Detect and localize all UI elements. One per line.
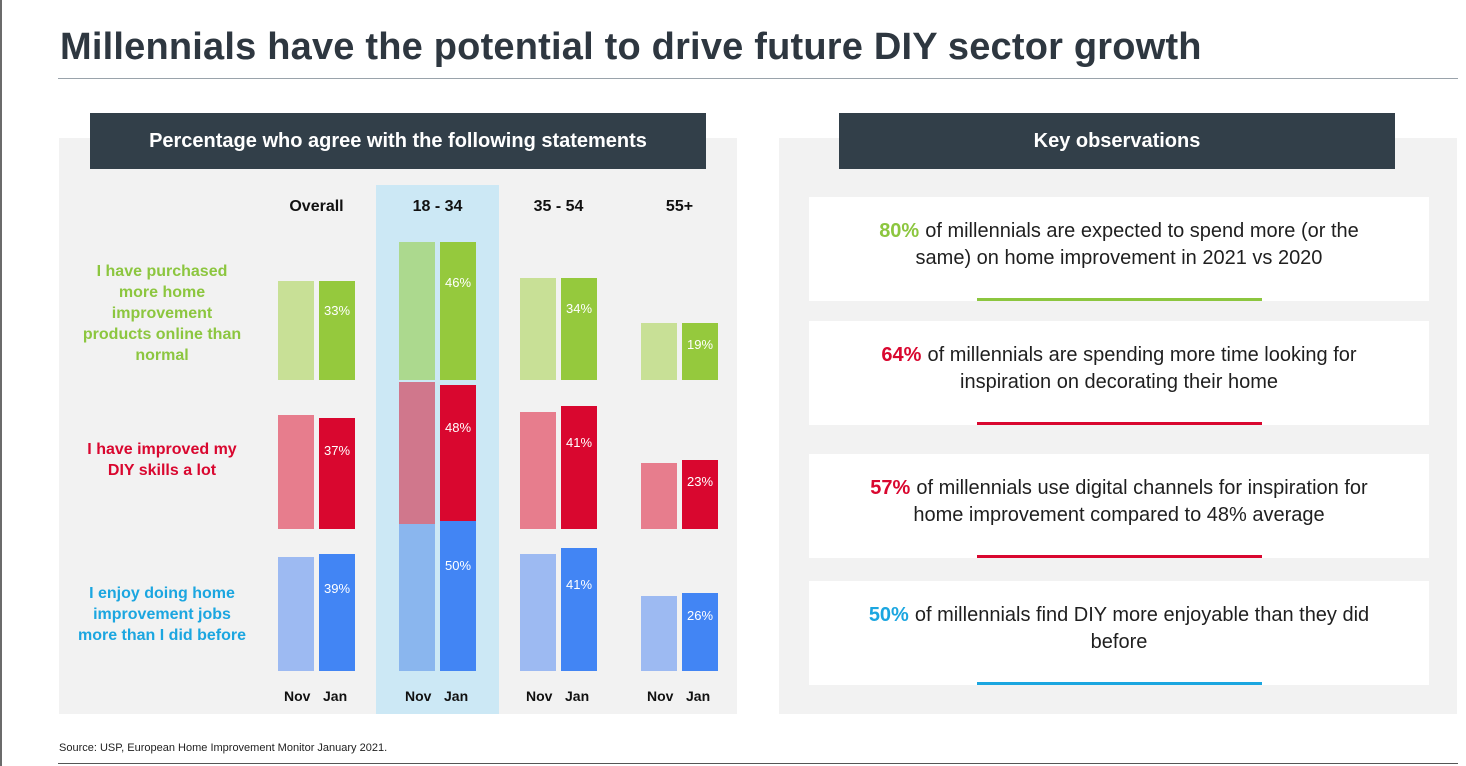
bar-nov <box>278 415 314 529</box>
axis-tick-label: Jan <box>444 688 469 704</box>
bar-jan <box>319 281 355 380</box>
bar-value-label: 41% <box>565 576 593 592</box>
observation-card: 80% of millennials are expected to spend … <box>809 197 1429 301</box>
column-header: 55+ <box>665 198 694 215</box>
observation-accent-line <box>977 682 1262 685</box>
bar-value-label: 19% <box>686 337 714 352</box>
axis-tick-label: Nov <box>526 688 553 704</box>
observation-percent: 80% <box>879 220 920 242</box>
observation-body: of millennials use digital channels for … <box>913 477 1368 526</box>
bar-value-label: 39% <box>323 581 351 597</box>
bar-nov <box>520 278 556 380</box>
bar-value-label: 33% <box>323 302 351 318</box>
axis-tick-label: Jan <box>323 688 348 704</box>
bar-nov <box>641 463 677 529</box>
chart-header: Percentage who agree with the following … <box>90 113 706 169</box>
bar-jan <box>319 554 355 671</box>
axis-tick-label: Nov <box>284 688 311 704</box>
bar-nov <box>278 281 314 380</box>
bar-value-label: 41% <box>565 434 593 450</box>
statement-label: I have improved my DIY skills a lot <box>87 441 237 479</box>
observation-sentence: 64% of millennials are spending more time… <box>849 342 1389 396</box>
statement-label: I have purchased more home improvement p… <box>82 263 242 364</box>
column-header: 18 - 34 <box>412 198 463 215</box>
bar-nov <box>399 382 435 529</box>
bar-jan <box>440 385 476 529</box>
observation-body: of millennials are spending more time lo… <box>927 344 1357 393</box>
axis-tick-label: Jan <box>565 688 590 704</box>
bar-nov <box>399 524 435 671</box>
bar-jan <box>682 593 718 671</box>
bar-value-label: 50% <box>444 558 472 573</box>
bar-nov <box>520 412 556 529</box>
statement-label: I enjoy doing home improvement jobs more… <box>77 585 246 644</box>
axis-tick-label: Nov <box>405 688 432 704</box>
bar-jan <box>682 323 718 380</box>
axis-tick-label: Nov <box>647 688 674 704</box>
bar-nov <box>641 596 677 671</box>
bar-nov <box>520 554 556 671</box>
bar-jan <box>319 418 355 529</box>
bar-value-label: 23% <box>686 474 714 489</box>
bar-jan <box>440 242 476 380</box>
bar-jan <box>682 460 718 529</box>
bar-nov <box>641 323 677 380</box>
observation-text: 50% of millennials find DIY more enjoyabl… <box>849 581 1389 677</box>
observations-header: Key observations <box>839 113 1395 169</box>
bar-value-label: 46% <box>444 275 472 291</box>
bar-value-label: 37% <box>323 443 351 459</box>
observation-text: 64% of millennials are spending more time… <box>849 321 1389 417</box>
bar-nov <box>278 557 314 671</box>
observation-text: 57% of millennials use digital channels f… <box>849 454 1389 550</box>
observation-card: 57% of millennials use digital channels f… <box>809 454 1429 558</box>
source-note: Source: USP, European Home Improvement M… <box>59 742 388 754</box>
bar-value-label: 34% <box>565 300 593 316</box>
observation-accent-line <box>977 555 1262 558</box>
observation-sentence: 80% of millennials are expected to spend … <box>849 218 1389 272</box>
bar-value-label: 26% <box>686 608 714 624</box>
left-edge-line <box>0 0 2 766</box>
title-divider <box>58 78 1458 79</box>
observation-accent-line <box>977 298 1262 301</box>
bar-value-label: 48% <box>444 420 472 436</box>
observation-body: of millennials are expected to spend mor… <box>915 220 1359 269</box>
bar-nov <box>399 242 435 380</box>
observation-accent-line <box>977 422 1262 425</box>
bar-jan <box>440 521 476 671</box>
observation-percent: 50% <box>868 604 909 626</box>
bar-jan <box>561 278 597 380</box>
bar-jan <box>561 406 597 529</box>
column-header: 35 - 54 <box>533 198 584 215</box>
observation-sentence: 50% of millennials find DIY more enjoyabl… <box>849 602 1389 656</box>
observation-card: 64% of millennials are spending more time… <box>809 321 1429 425</box>
page-title: Millennials have the potential to drive … <box>60 26 1202 68</box>
bar-jan <box>561 548 597 671</box>
observation-card: 50% of millennials find DIY more enjoyabl… <box>809 581 1429 685</box>
observation-sentence: 57% of millennials use digital channels f… <box>849 475 1389 529</box>
axis-tick-label: Jan <box>686 688 711 704</box>
observation-text: 80% of millennials are expected to spend … <box>849 197 1389 293</box>
footer-divider <box>58 763 1458 764</box>
observation-percent: 57% <box>870 477 911 499</box>
observation-body: of millennials find DIY more enjoyable t… <box>914 604 1370 653</box>
observation-percent: 64% <box>881 344 922 366</box>
highlight-column-18-34 <box>376 185 499 714</box>
column-header: Overall <box>289 198 344 215</box>
